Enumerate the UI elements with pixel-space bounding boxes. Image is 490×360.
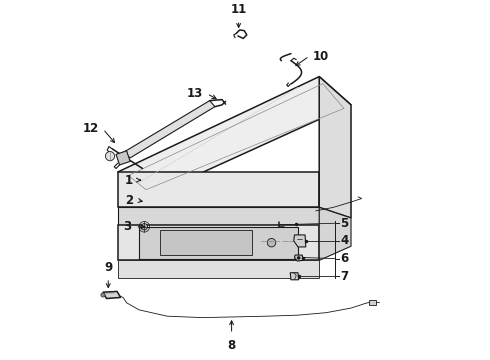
Polygon shape xyxy=(319,207,351,260)
Text: 11: 11 xyxy=(230,3,247,16)
Circle shape xyxy=(101,293,105,297)
Polygon shape xyxy=(294,235,306,247)
Polygon shape xyxy=(160,230,252,255)
Text: 10: 10 xyxy=(313,50,329,63)
Polygon shape xyxy=(123,101,215,158)
Circle shape xyxy=(267,238,276,247)
Polygon shape xyxy=(118,77,351,193)
Polygon shape xyxy=(103,292,121,298)
Polygon shape xyxy=(116,151,130,165)
Circle shape xyxy=(141,224,147,230)
Text: 4: 4 xyxy=(341,234,349,247)
Polygon shape xyxy=(118,207,319,225)
Polygon shape xyxy=(369,300,376,305)
Text: 1: 1 xyxy=(125,174,133,186)
Text: 8: 8 xyxy=(227,339,236,352)
Text: 9: 9 xyxy=(104,261,112,274)
Circle shape xyxy=(105,152,115,161)
Text: 7: 7 xyxy=(341,270,348,283)
Text: 13: 13 xyxy=(186,87,202,100)
Text: 12: 12 xyxy=(82,122,98,135)
Polygon shape xyxy=(139,227,298,258)
Polygon shape xyxy=(294,255,303,261)
Text: 2: 2 xyxy=(125,194,133,207)
Polygon shape xyxy=(118,172,319,207)
Text: 3: 3 xyxy=(123,220,131,233)
Polygon shape xyxy=(290,273,299,280)
Text: 6: 6 xyxy=(341,252,349,265)
Polygon shape xyxy=(319,77,351,218)
Text: 5: 5 xyxy=(341,217,349,230)
Polygon shape xyxy=(118,260,319,278)
Circle shape xyxy=(297,256,300,260)
Polygon shape xyxy=(118,225,319,260)
